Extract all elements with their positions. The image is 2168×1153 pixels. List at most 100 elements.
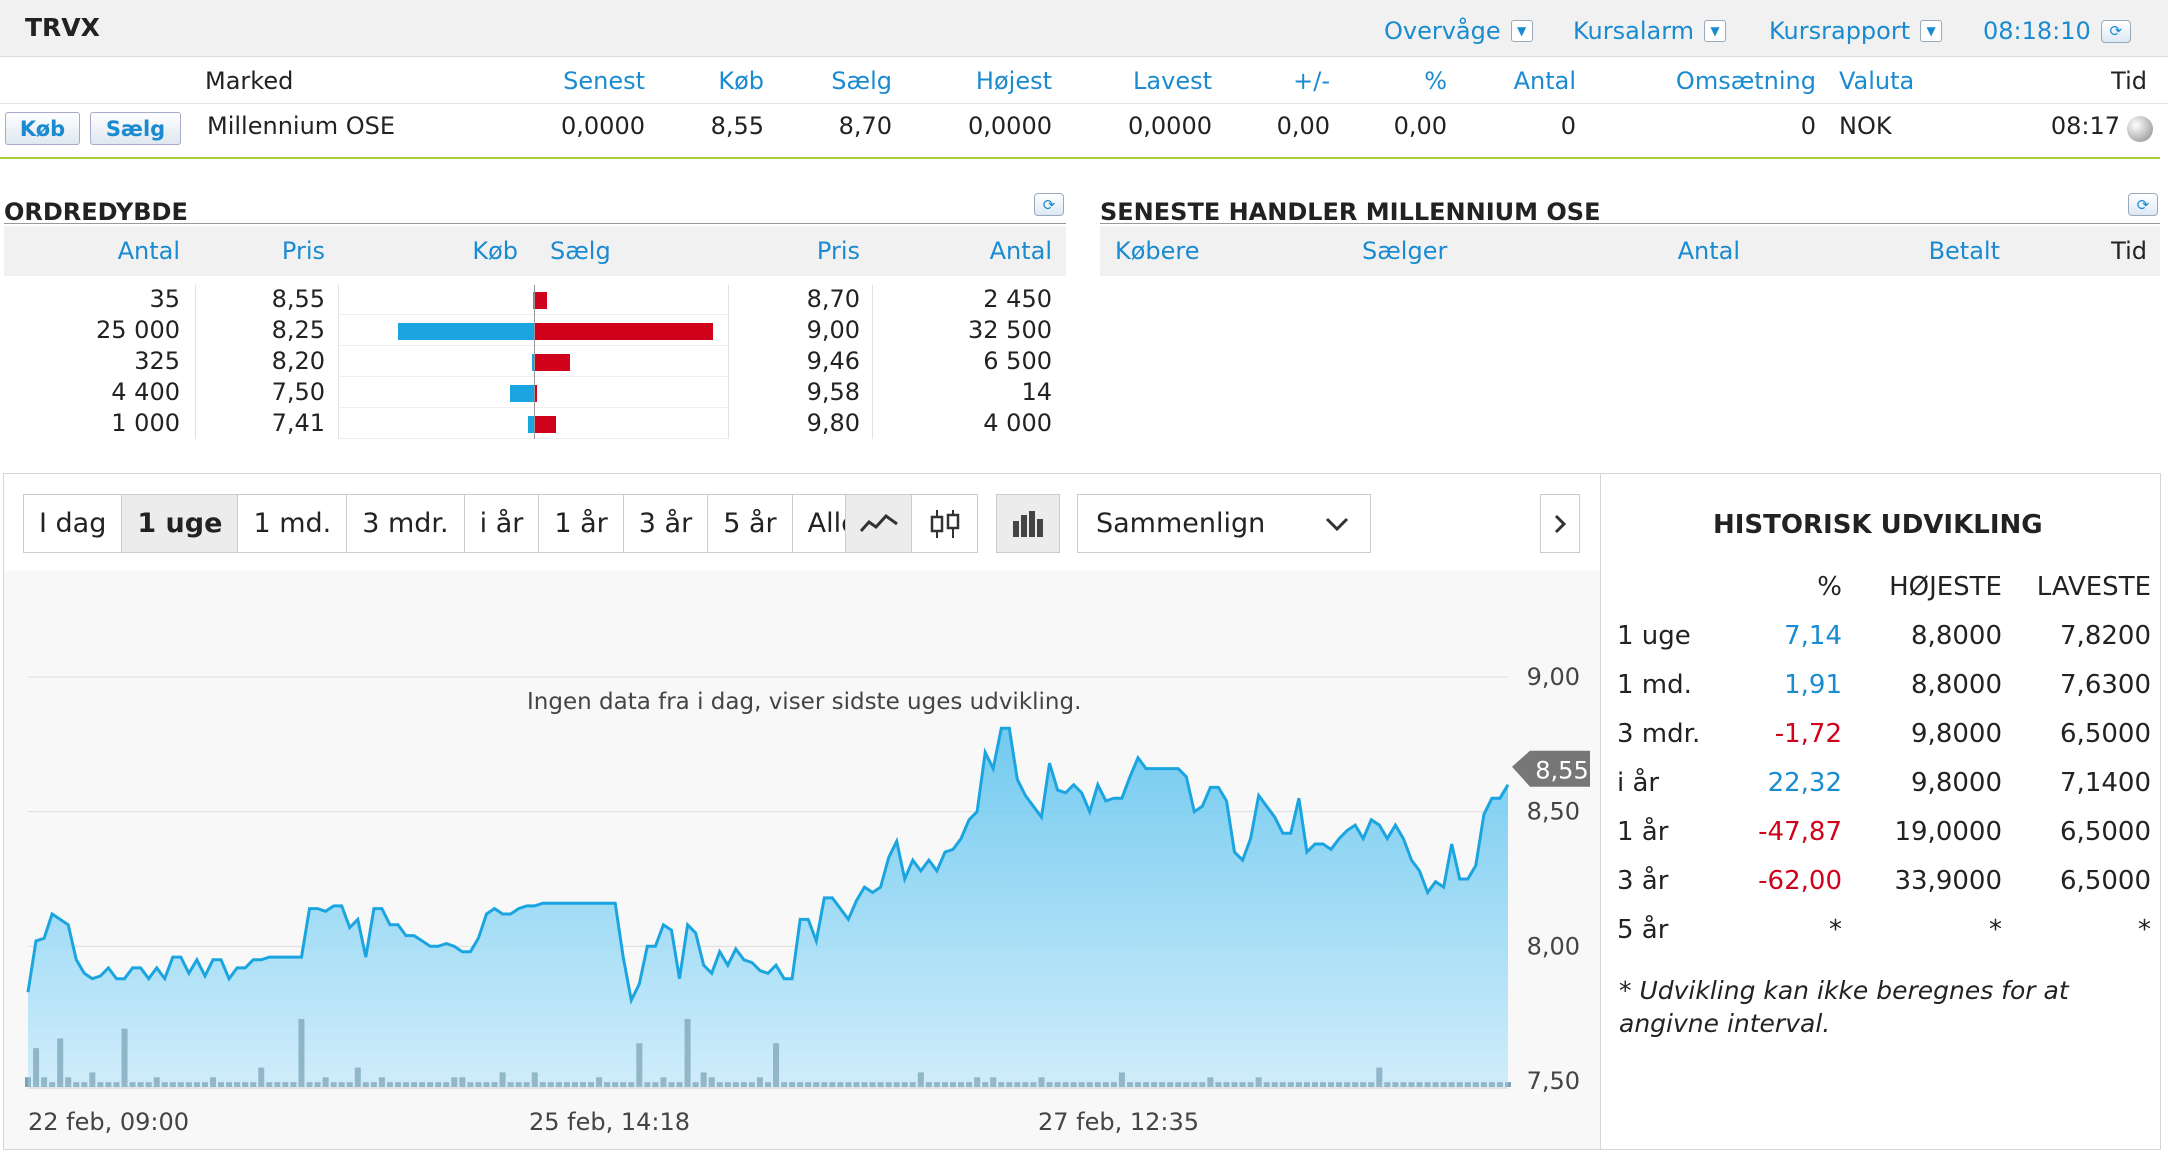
quote-volume: 0 — [1560, 112, 1576, 140]
volume-bar — [1255, 1077, 1262, 1087]
col-pct[interactable]: % — [1424, 67, 1447, 95]
watch-link[interactable]: Overvåge ▼ — [1384, 17, 1533, 45]
price-line — [26, 726, 1510, 1005]
volume-bar — [33, 1048, 40, 1087]
col-turnover[interactable]: Omsætning — [1675, 67, 1816, 95]
buy-button[interactable]: Køb — [5, 112, 80, 145]
range-tab[interactable]: 5 år — [708, 495, 793, 552]
volume-bar — [555, 1082, 562, 1087]
compare-label: Sammenlign — [1096, 508, 1266, 539]
ob-ask-qty: 14 — [1021, 378, 1052, 406]
volume-bar — [1488, 1082, 1495, 1087]
volume-bar — [571, 1082, 578, 1087]
range-tab[interactable]: 1 md. — [238, 495, 348, 552]
volume-bar — [925, 1082, 932, 1087]
volume-bar — [1143, 1082, 1150, 1087]
ob-ask-price: 9,80 — [806, 409, 860, 437]
sell-button[interactable]: Sælg — [90, 112, 181, 145]
range-tab[interactable]: 3 år — [624, 495, 709, 552]
col-high[interactable]: Højest — [975, 67, 1052, 95]
x-tick-label: 25 feb, 14:18 — [529, 1108, 690, 1136]
history-row: 3 mdr. -1,72 9,8000 6,5000 — [1617, 709, 2151, 758]
chevron-down-icon[interactable]: ▼ — [1920, 20, 1943, 42]
volume-bar — [628, 1082, 635, 1087]
volume-bar — [1344, 1082, 1351, 1087]
price-area — [28, 728, 1508, 1087]
volume-bar — [1505, 1082, 1511, 1087]
ob-row-line — [338, 345, 728, 346]
volume-bar — [57, 1038, 64, 1087]
price-report-link[interactable]: Kursrapport ▼ — [1769, 17, 1943, 45]
volume-bar — [121, 1028, 128, 1087]
volume-bar — [354, 1067, 361, 1087]
volume-bar — [515, 1082, 522, 1087]
col-bid[interactable]: Køb — [718, 67, 764, 95]
volume-bar — [491, 1082, 498, 1087]
col-currency[interactable]: Valuta — [1839, 67, 1915, 95]
history-high: 33,9000 — [1894, 865, 2002, 896]
chevron-down-icon[interactable]: ▼ — [1510, 20, 1533, 42]
range-tab[interactable]: I dag — [24, 495, 123, 552]
range-tab[interactable]: 1 år — [539, 495, 624, 552]
ob-col-bid: Køb — [472, 237, 518, 265]
refresh-icon[interactable]: ⟳ — [1034, 193, 1064, 216]
volume-bar — [1014, 1082, 1021, 1087]
refresh-icon[interactable]: ⟳ — [2100, 19, 2131, 43]
ob-divider — [195, 285, 196, 439]
volume-bar — [756, 1077, 763, 1087]
ob-divider — [728, 285, 729, 439]
col-time: Tid — [2111, 67, 2147, 95]
volume-bar — [459, 1077, 466, 1087]
history-col-low: LAVESTE — [2036, 571, 2151, 602]
history-period: 3 år — [1617, 865, 1669, 896]
quote-ask: 8,70 — [838, 112, 892, 140]
candlestick-button[interactable] — [911, 494, 978, 553]
history-high: * — [1989, 914, 2002, 945]
volume-bar — [1062, 1082, 1069, 1087]
tr-col-paid: Betalt — [1928, 237, 2000, 265]
ob-row-line — [338, 407, 728, 408]
line-chart-button[interactable] — [845, 494, 912, 553]
expand-panel-button[interactable] — [1540, 494, 1580, 553]
volume-bar — [386, 1082, 393, 1087]
quote-pct: 0,00 — [1393, 112, 1447, 140]
ob-row-line — [338, 314, 728, 315]
col-low[interactable]: Lavest — [1133, 67, 1212, 95]
volume-bar — [1239, 1082, 1246, 1087]
quote-market[interactable]: Millennium OSE — [207, 112, 396, 140]
history-row: 5 år * * * — [1617, 905, 2151, 954]
range-tab[interactable]: i år — [465, 495, 540, 552]
volume-bar — [129, 1082, 136, 1087]
history-low: 6,5000 — [2060, 816, 2151, 847]
history-rows: 1 uge 7,14 8,8000 7,8200 1 md. 1,91 8,8000 7,63… — [1617, 611, 2151, 954]
volume-bar — [797, 1082, 804, 1087]
volume-bar — [740, 1082, 747, 1087]
range-tab[interactable]: 3 mdr. — [347, 495, 465, 552]
col-volume[interactable]: Antal — [1513, 67, 1576, 95]
volume-bar — [829, 1082, 836, 1087]
col-change[interactable]: +/- — [1293, 67, 1330, 95]
ob-bid-price: 8,55 — [271, 285, 325, 313]
volume-bar — [580, 1082, 586, 1087]
compare-dropdown[interactable]: Sammenlign — [1077, 494, 1371, 553]
volume-bar — [1320, 1082, 1326, 1087]
price-alarm-link[interactable]: Kursalarm ▼ — [1573, 17, 1727, 45]
volume-bar — [298, 1019, 305, 1087]
history-pct: -62,00 — [1758, 865, 1842, 896]
volume-toggle-button[interactable] — [996, 494, 1060, 553]
range-tab-active[interactable]: 1 uge — [122, 495, 239, 552]
price-chart[interactable]: 9,00 8,50 8,00 7,50 8,55 22 feb, 09:00 25 feb,… — [0, 571, 1600, 1149]
volume-bar — [933, 1082, 940, 1087]
history-row: 1 år -47,87 19,0000 6,5000 — [1617, 807, 2151, 856]
col-ask[interactable]: Sælg — [831, 67, 892, 95]
volume-bar — [563, 1082, 570, 1087]
y-tick-label: 8,50 — [1527, 798, 1580, 826]
refresh-icon[interactable]: ⟳ — [2128, 193, 2158, 216]
col-last[interactable]: Senest — [563, 67, 645, 95]
volume-bar — [1336, 1082, 1343, 1087]
ob-ask-price: 9,46 — [806, 347, 860, 375]
ask-depth-bar — [535, 354, 570, 371]
chevron-down-icon[interactable]: ▼ — [1704, 20, 1727, 42]
history-pct: 22,32 — [1767, 767, 1842, 798]
volume-bar — [435, 1082, 442, 1087]
